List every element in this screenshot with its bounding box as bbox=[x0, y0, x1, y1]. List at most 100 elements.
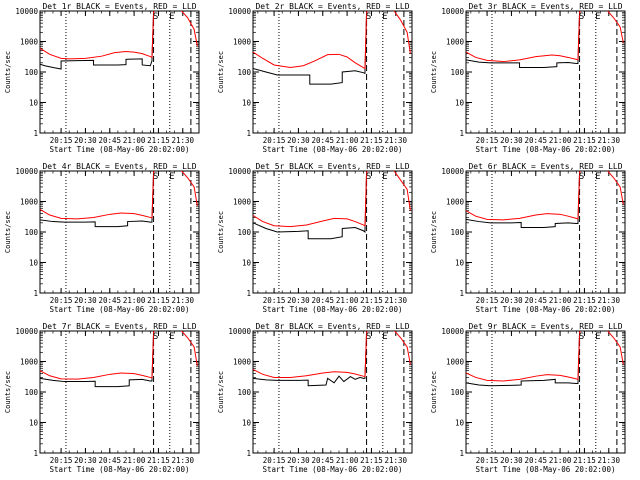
x-tick-label: 21:15 bbox=[147, 296, 170, 305]
x-tick-label: 21:30 bbox=[597, 296, 620, 305]
y-tick-label: 10 bbox=[29, 259, 39, 268]
y-tick-label: 1 bbox=[246, 449, 251, 458]
chart-title: Det 6r BLACK = Events, RED = LLD bbox=[468, 162, 622, 171]
x-tick-label: 21:15 bbox=[573, 136, 596, 145]
x-tick-label: 21:30 bbox=[171, 296, 194, 305]
x-tick-label: 20:45 bbox=[524, 296, 547, 305]
x-tick-label: 20:15 bbox=[263, 136, 286, 145]
marker-e: E bbox=[595, 332, 600, 342]
chart-title: Det 7r BLACK = Events, RED = LLD bbox=[42, 322, 196, 331]
x-tick-label: 21:15 bbox=[573, 296, 596, 305]
y-tick-label: 1 bbox=[33, 129, 38, 138]
series-line-events bbox=[253, 331, 368, 387]
x-axis-label: Start Time (08-May-06 20:02:00) bbox=[476, 465, 616, 474]
x-axis-label: Start Time (08-May-06 20:02:00) bbox=[263, 145, 403, 154]
x-tick-label: 20:45 bbox=[311, 136, 334, 145]
series-line-lld bbox=[253, 171, 411, 228]
chart-title: Det 3r BLACK = Events, RED = LLD bbox=[468, 2, 622, 11]
x-tick-label: 20:15 bbox=[263, 456, 286, 465]
plot-frame bbox=[252, 330, 413, 454]
x-tick-label: 20:30 bbox=[500, 136, 523, 145]
y-tick-label: 10000 bbox=[441, 327, 464, 336]
x-tick-label: 21:15 bbox=[147, 136, 170, 145]
series-line-events bbox=[466, 171, 581, 229]
chart-title: Det 8r BLACK = Events, RED = LLD bbox=[255, 322, 409, 331]
chart-title: Det 5r BLACK = Events, RED = LLD bbox=[255, 162, 409, 171]
y-tick-label: 100 bbox=[24, 388, 38, 397]
y-tick-label: 1000 bbox=[446, 358, 465, 367]
marker-s: S bbox=[366, 12, 371, 22]
x-tick-label: 20:15 bbox=[50, 456, 73, 465]
chart-panel-7: Det 7r BLACK = Events, RED = LLD 1 10 100 10… bbox=[4, 322, 200, 474]
chart-title: Det 9r BLACK = Events, RED = LLD bbox=[468, 322, 622, 331]
x-axis-label: Start Time (08-May-06 20:02:00) bbox=[476, 305, 616, 314]
marker-e: E bbox=[595, 172, 600, 182]
x-tick-label: 20:30 bbox=[74, 296, 97, 305]
y-axis-label: Counts/sec bbox=[430, 51, 438, 93]
y-tick-label: 1 bbox=[246, 289, 251, 298]
x-tick-label: 21:15 bbox=[360, 456, 383, 465]
chart-panel-9: Det 9r BLACK = Events, RED = LLD 1 10 100 10… bbox=[430, 322, 626, 474]
x-tick-label: 20:30 bbox=[74, 456, 97, 465]
x-tick-label: 21:15 bbox=[360, 296, 383, 305]
x-tick-label: 21:30 bbox=[597, 456, 620, 465]
marker-e: E bbox=[382, 12, 387, 22]
x-tick-label: 21:30 bbox=[384, 296, 407, 305]
x-tick-label: 21:00 bbox=[549, 136, 572, 145]
x-tick-label: 20:45 bbox=[524, 456, 547, 465]
x-tick-label: 20:15 bbox=[476, 136, 499, 145]
x-tick-label: 20:45 bbox=[98, 136, 121, 145]
series-line-events bbox=[466, 11, 581, 69]
marker-s: S bbox=[579, 332, 584, 342]
series-line-lld bbox=[40, 171, 198, 220]
x-tick-label: 20:15 bbox=[263, 296, 286, 305]
x-tick-label: 20:15 bbox=[476, 456, 499, 465]
x-tick-label: 20:45 bbox=[311, 296, 334, 305]
y-tick-label: 1000 bbox=[446, 38, 465, 47]
marker-e: E bbox=[169, 12, 174, 22]
y-tick-label: 1 bbox=[459, 289, 464, 298]
marker-s: S bbox=[366, 332, 371, 342]
x-tick-label: 20:30 bbox=[287, 456, 310, 465]
y-tick-label: 100 bbox=[24, 228, 38, 237]
x-tick-label: 20:45 bbox=[524, 136, 547, 145]
x-tick-label: 20:30 bbox=[500, 456, 523, 465]
y-tick-label: 10000 bbox=[15, 167, 38, 176]
series-line-lld bbox=[253, 11, 411, 70]
chart-panel-8: Det 8r BLACK = Events, RED = LLD 1 10 100 10… bbox=[217, 322, 413, 474]
series-line-events bbox=[40, 171, 155, 228]
y-tick-label: 1000 bbox=[446, 198, 465, 207]
plot-frame bbox=[465, 170, 626, 294]
marker-e: E bbox=[169, 332, 174, 342]
x-tick-label: 20:45 bbox=[98, 456, 121, 465]
x-tick-label: 21:00 bbox=[123, 456, 146, 465]
x-tick-label: 21:00 bbox=[336, 296, 359, 305]
marker-s: S bbox=[579, 12, 584, 22]
x-tick-label: 20:45 bbox=[311, 456, 334, 465]
marker-s: S bbox=[366, 172, 371, 182]
y-tick-label: 10000 bbox=[15, 327, 38, 336]
x-tick-label: 21:30 bbox=[171, 136, 194, 145]
y-tick-label: 1 bbox=[246, 129, 251, 138]
x-tick-label: 20:30 bbox=[287, 136, 310, 145]
series-line-lld bbox=[40, 331, 198, 380]
y-axis-label: Counts/sec bbox=[217, 211, 225, 253]
series-line-lld bbox=[466, 11, 624, 63]
y-tick-label: 1 bbox=[459, 449, 464, 458]
marker-e: E bbox=[595, 12, 600, 22]
x-tick-label: 20:15 bbox=[476, 296, 499, 305]
series-line-lld bbox=[466, 331, 624, 382]
plot-frame bbox=[465, 330, 626, 454]
y-tick-label: 100 bbox=[237, 388, 251, 397]
x-tick-label: 21:00 bbox=[549, 456, 572, 465]
x-tick-label: 21:00 bbox=[336, 136, 359, 145]
y-tick-label: 1000 bbox=[20, 198, 39, 207]
marker-e: E bbox=[382, 172, 387, 182]
chart-panel-3: Det 3r BLACK = Events, RED = LLD 1 10 100 10… bbox=[430, 2, 626, 154]
y-axis-label: Counts/sec bbox=[430, 211, 438, 253]
x-tick-label: 20:30 bbox=[74, 136, 97, 145]
x-tick-label: 20:15 bbox=[50, 136, 73, 145]
marker-s: S bbox=[153, 332, 158, 342]
x-axis-label: Start Time (08-May-06 20:02:00) bbox=[50, 305, 190, 314]
series-line-events bbox=[466, 331, 581, 387]
